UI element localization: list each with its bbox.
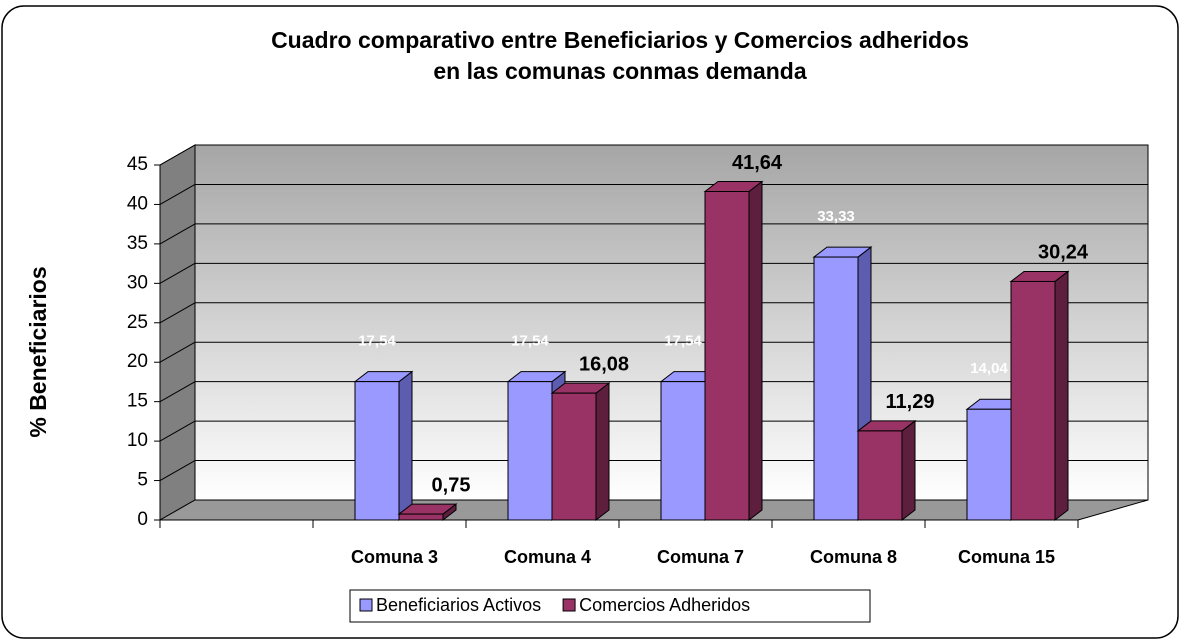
data-label: 17,54 bbox=[664, 333, 702, 350]
legend bbox=[349, 589, 871, 623]
data-label: 0,75 bbox=[432, 474, 471, 496]
y-tick-label: 40 bbox=[127, 193, 148, 214]
y-tick-label: 20 bbox=[127, 351, 148, 372]
y-tick-label: 15 bbox=[127, 391, 148, 412]
y-tick-label: 25 bbox=[127, 312, 148, 333]
grid-line bbox=[159, 341, 196, 363]
bar bbox=[660, 381, 706, 521]
y-tick-label: 10 bbox=[127, 430, 148, 451]
data-label: 16,08 bbox=[579, 353, 629, 375]
bar bbox=[507, 381, 553, 521]
bar bbox=[1010, 280, 1056, 521]
data-label: 17,54 bbox=[358, 333, 396, 350]
bar-side bbox=[748, 180, 763, 522]
grid-line bbox=[159, 144, 196, 166]
chart-title: en las comunas conmas demanda bbox=[433, 58, 806, 84]
bar bbox=[551, 392, 597, 521]
bar bbox=[966, 408, 1012, 521]
y-tick-label: 45 bbox=[127, 154, 148, 175]
legend-label: Comercios Adheridos bbox=[579, 595, 750, 615]
grid-line bbox=[159, 381, 196, 403]
grid-line bbox=[159, 420, 196, 442]
data-label: 30,24 bbox=[1038, 242, 1089, 264]
legend-swatch bbox=[359, 598, 373, 612]
grid-line bbox=[159, 460, 196, 481]
chart-title: Cuadro comparativo entre Beneficiarios y… bbox=[271, 27, 969, 53]
x-tick-label: Comuna 8 bbox=[810, 547, 897, 567]
data-label: 33,33 bbox=[817, 208, 855, 225]
x-tick-label: Comuna 7 bbox=[657, 547, 744, 567]
bar bbox=[857, 430, 903, 521]
bar-side bbox=[1054, 270, 1069, 522]
bar-side bbox=[398, 370, 413, 522]
bar-side bbox=[595, 382, 610, 522]
y-axis-label: % Beneficiarios bbox=[25, 266, 51, 437]
data-label: 41,64 bbox=[732, 152, 783, 174]
legend-label: Beneficiarios Activos bbox=[376, 595, 541, 615]
x-tick-label: Comuna 4 bbox=[504, 547, 591, 567]
grid-line bbox=[159, 184, 196, 205]
data-label: 11,29 bbox=[886, 391, 935, 413]
grid-line bbox=[159, 302, 196, 324]
y-tick-label: 35 bbox=[127, 233, 148, 254]
bar bbox=[398, 513, 444, 521]
grid-line bbox=[159, 262, 196, 284]
bar bbox=[813, 256, 859, 521]
x-tick-label: Comuna 3 bbox=[351, 547, 438, 567]
data-label: 14,04 bbox=[970, 360, 1008, 377]
bar bbox=[704, 191, 750, 521]
y-tick-label: 0 bbox=[137, 509, 148, 530]
bar bbox=[354, 381, 400, 521]
y-tick-label: 30 bbox=[127, 272, 148, 293]
legend-swatch bbox=[562, 598, 576, 612]
bar-side bbox=[901, 419, 916, 522]
y-tick-label: 5 bbox=[137, 470, 148, 491]
grid-line bbox=[159, 223, 196, 245]
x-tick-label: Comuna 15 bbox=[958, 547, 1055, 567]
data-label: 17,54 bbox=[511, 333, 549, 350]
